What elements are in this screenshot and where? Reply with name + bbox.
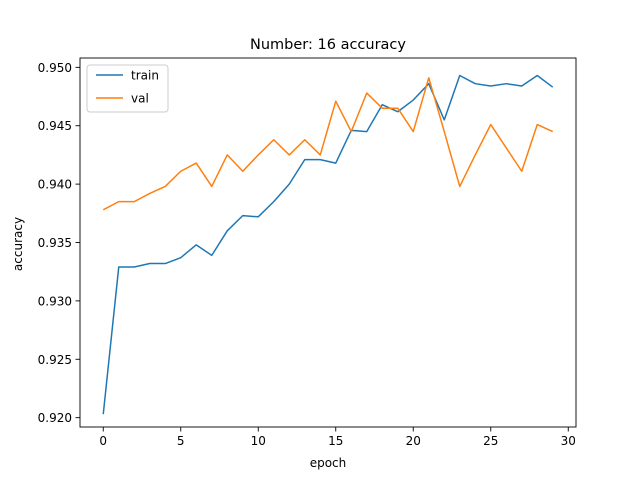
series-layer: [102, 74, 554, 415]
y-tick-label: 0.930: [38, 294, 72, 308]
x-tick-label: 20: [406, 434, 421, 448]
y-tick-label: 0.925: [38, 353, 72, 367]
plot-area: [102, 74, 554, 415]
y-axis-label: accuracy: [11, 217, 25, 271]
x-tick-label: 30: [561, 434, 576, 448]
legend-box: [86, 64, 169, 113]
y-tick-label: 0.945: [38, 119, 72, 133]
x-axis-label: epoch: [310, 456, 347, 470]
axis-ticks: 0 5 10 15 20 25 30 0.920 0.925 0.930 0.935 0.940 0.9…: [38, 61, 576, 448]
x-tick-label: 25: [483, 434, 498, 448]
series-line-val: [102, 77, 554, 211]
x-tick-label: 10: [251, 434, 266, 448]
x-tick-label: 5: [177, 434, 185, 448]
legend: train val: [86, 64, 169, 113]
x-tick-label: 0: [99, 434, 107, 448]
x-tick-label: 15: [328, 434, 343, 448]
y-tick-label: 0.950: [38, 61, 72, 75]
y-tick-label: 0.940: [38, 178, 72, 192]
legend-label-val: val: [131, 92, 149, 106]
legend-label-train: train: [131, 69, 159, 83]
series-line-train: [102, 74, 554, 415]
y-tick-label: 0.935: [38, 236, 72, 250]
chart-title: Number: 16 accuracy: [250, 37, 406, 53]
y-tick-label: 0.920: [38, 411, 72, 425]
axes-frame: [79, 57, 577, 428]
